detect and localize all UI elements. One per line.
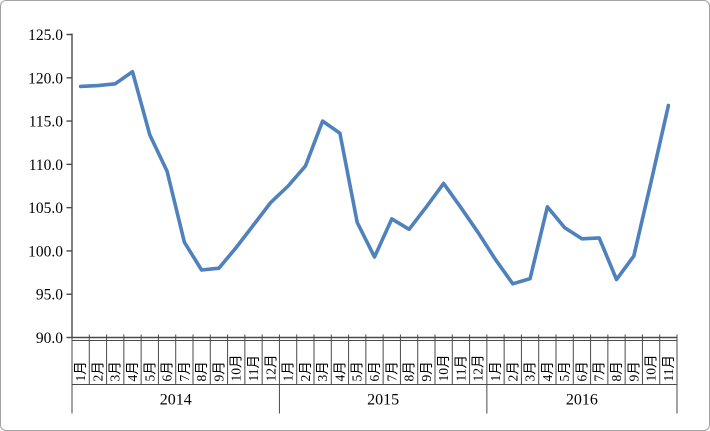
month-label: 7月 <box>592 361 607 381</box>
month-label: 4月 <box>125 361 140 381</box>
month-label: 10月 <box>436 355 451 382</box>
month-label: 3月 <box>523 361 538 381</box>
month-label: 3月 <box>108 361 123 381</box>
month-label: 2月 <box>298 361 313 381</box>
month-label: 11月 <box>661 355 676 382</box>
month-label: 6月 <box>574 361 589 381</box>
month-label: 7月 <box>177 361 192 381</box>
month-label: 1月 <box>488 361 503 381</box>
month-label: 5月 <box>350 361 365 381</box>
y-tick-label: 120.0 <box>28 70 63 87</box>
y-tick-label: 100.0 <box>28 243 63 260</box>
month-label: 8月 <box>609 361 624 381</box>
month-label: 4月 <box>332 361 347 381</box>
month-label: 10月 <box>644 355 659 382</box>
month-label: 5月 <box>557 361 572 381</box>
month-label: 2月 <box>90 361 105 381</box>
month-label: 7月 <box>384 361 399 381</box>
y-tick-label: 105.0 <box>28 200 63 217</box>
y-tick-label: 95.0 <box>36 287 63 304</box>
month-label: 11月 <box>246 355 261 382</box>
y-tick-label: 110.0 <box>29 157 64 174</box>
month-label: 9月 <box>626 361 641 381</box>
month-label: 8月 <box>194 361 209 381</box>
month-label: 12月 <box>471 355 486 382</box>
month-label: 6月 <box>367 361 382 381</box>
month-label: 9月 <box>211 361 226 381</box>
month-label: 3月 <box>315 361 330 381</box>
y-tick-label: 115.0 <box>29 114 64 131</box>
data-line <box>78 69 671 286</box>
month-label: 6月 <box>160 361 175 381</box>
year-label: 2014 <box>160 392 192 409</box>
month-label: 11月 <box>453 355 468 382</box>
month-label: 8月 <box>402 361 417 381</box>
month-label: 10月 <box>229 355 244 382</box>
month-label: 1月 <box>73 361 88 381</box>
month-label: 12月 <box>263 355 278 382</box>
y-tick-label: 90.0 <box>36 330 63 347</box>
y-tick-label: 125.0 <box>28 27 63 44</box>
month-label: 2月 <box>505 361 520 381</box>
month-label: 1月 <box>281 361 296 381</box>
month-label: 9月 <box>419 361 434 381</box>
year-label: 2015 <box>367 392 399 409</box>
year-label: 2016 <box>566 392 598 409</box>
month-label: 4月 <box>540 361 555 381</box>
month-label: 5月 <box>142 361 157 381</box>
